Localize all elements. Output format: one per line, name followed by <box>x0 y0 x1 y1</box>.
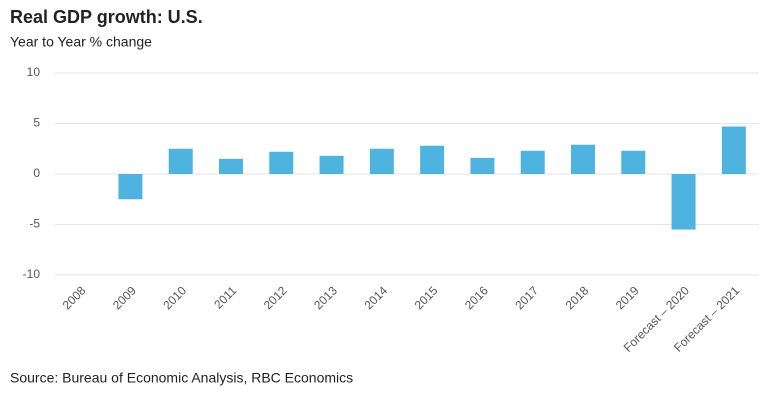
bar <box>219 158 243 174</box>
x-tick-label: 2016 <box>462 283 491 312</box>
x-tick-label: 2012 <box>261 283 290 312</box>
bar <box>571 144 595 174</box>
bar <box>520 150 545 174</box>
bar <box>168 148 193 174</box>
x-tick-label: 2009 <box>110 283 139 312</box>
source-note: Source: Bureau of Economic Analysis, RBC… <box>10 370 353 386</box>
bar <box>470 157 495 174</box>
bar <box>621 150 646 174</box>
x-tick-label: 2008 <box>60 283 89 312</box>
bar <box>721 126 746 174</box>
chart-subtitle: Year to Year % change <box>10 34 152 50</box>
y-tick-label: -10 <box>23 267 41 281</box>
x-tick-label: 2011 <box>211 283 239 311</box>
x-tick-label: 2018 <box>563 283 592 312</box>
bar <box>671 174 696 230</box>
y-tick-label: 5 <box>33 116 40 130</box>
y-tick-label: -5 <box>29 217 40 231</box>
y-tick-label: 0 <box>33 166 40 180</box>
bar <box>118 174 143 200</box>
bar <box>269 151 294 174</box>
y-tick-label: 10 <box>27 65 41 79</box>
bar <box>369 148 394 174</box>
bar <box>420 145 445 174</box>
x-tick-label: 2014 <box>361 283 390 312</box>
x-tick-label: 2010 <box>160 283 189 312</box>
chart-title: Real GDP growth: U.S. <box>10 7 203 27</box>
bar <box>319 155 344 174</box>
x-tick-label: 2017 <box>512 283 541 312</box>
x-tick-label: 2019 <box>613 283 642 312</box>
x-tick-label: 2015 <box>412 283 441 312</box>
x-tick-label: 2013 <box>311 283 340 312</box>
